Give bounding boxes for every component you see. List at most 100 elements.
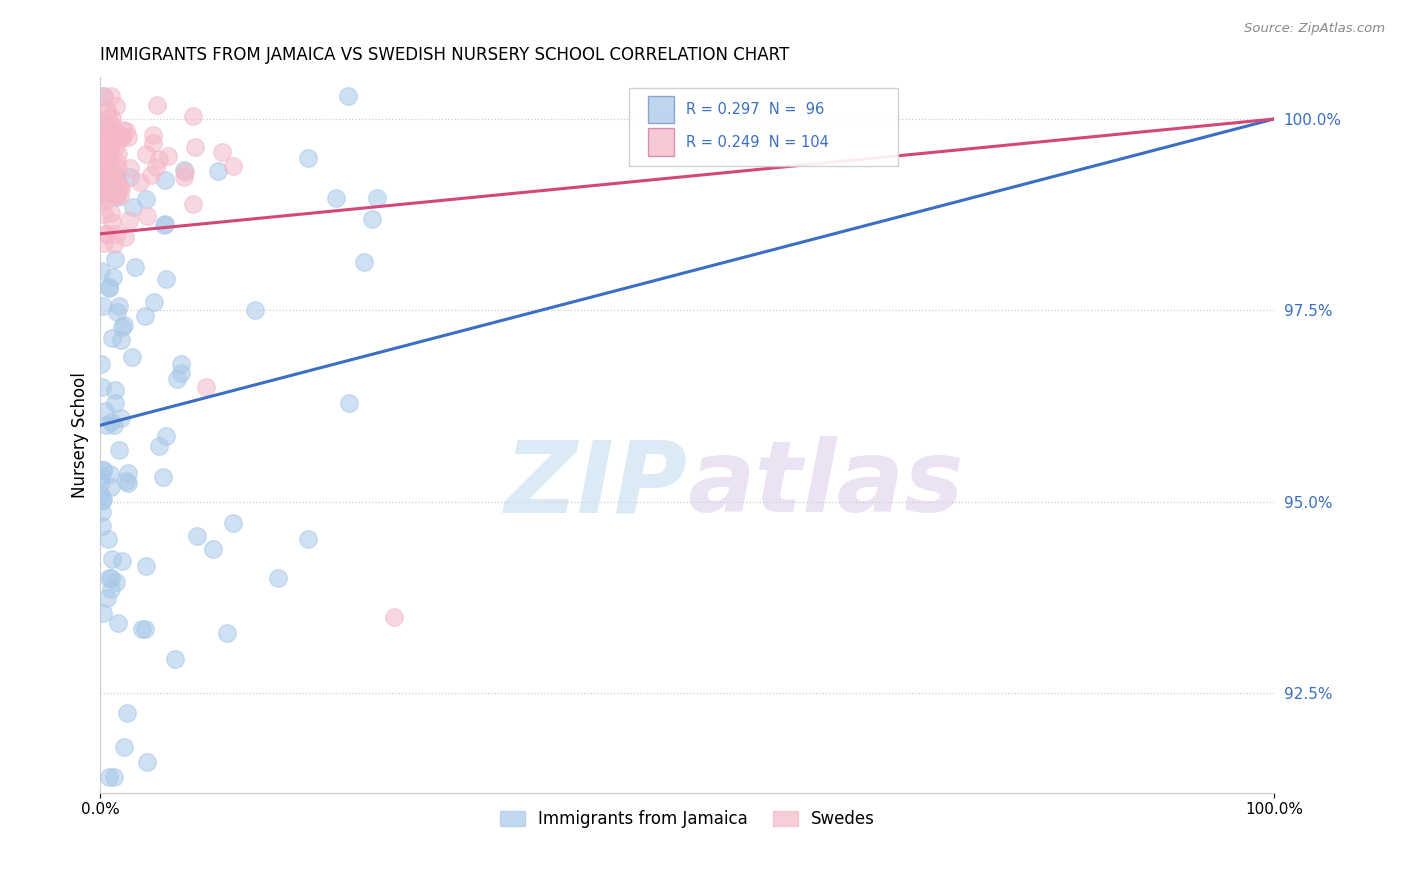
Point xyxy=(96,167,118,181)
Point xyxy=(90,115,112,129)
Point xyxy=(100,118,122,132)
Point xyxy=(90,469,112,483)
Point xyxy=(94,150,117,164)
Point xyxy=(105,189,128,203)
Point xyxy=(142,136,165,150)
Point xyxy=(98,145,121,160)
Point xyxy=(91,494,114,508)
Point xyxy=(90,138,112,153)
Point xyxy=(170,358,193,372)
Point xyxy=(90,264,112,278)
Point xyxy=(267,571,290,585)
Point xyxy=(131,622,153,636)
Point xyxy=(100,331,122,345)
Point xyxy=(93,137,115,152)
Point xyxy=(142,295,165,310)
Point xyxy=(112,122,135,136)
Point xyxy=(118,213,141,227)
Point xyxy=(91,135,114,149)
Point xyxy=(142,128,165,143)
Point xyxy=(103,132,125,146)
Point xyxy=(103,396,125,410)
Point xyxy=(91,89,114,103)
Point xyxy=(103,175,125,189)
Point xyxy=(98,145,121,160)
Point xyxy=(98,279,121,293)
Point xyxy=(155,429,177,443)
Point xyxy=(148,439,170,453)
Point xyxy=(101,112,124,126)
Point xyxy=(108,179,131,194)
Point xyxy=(166,372,188,386)
Point xyxy=(93,186,115,201)
Point xyxy=(173,163,195,178)
Point xyxy=(94,138,117,153)
Point xyxy=(115,706,138,720)
Point xyxy=(101,164,124,178)
Point xyxy=(91,380,114,394)
Point xyxy=(94,180,117,194)
Point xyxy=(186,529,208,543)
Point xyxy=(93,403,115,417)
Point xyxy=(98,141,121,155)
Point xyxy=(90,176,112,190)
Point xyxy=(104,227,127,241)
Point xyxy=(98,121,121,136)
Point xyxy=(90,119,112,133)
Point xyxy=(155,271,177,285)
Point xyxy=(96,591,118,606)
Point xyxy=(91,133,114,147)
Point xyxy=(90,488,112,502)
Point xyxy=(105,174,128,188)
Point xyxy=(124,260,146,274)
Point xyxy=(145,160,167,174)
Point xyxy=(297,532,319,546)
Point xyxy=(181,197,204,211)
Point xyxy=(114,230,136,244)
Text: atlas: atlas xyxy=(688,436,963,533)
Text: R = 0.297  N =  96: R = 0.297 N = 96 xyxy=(686,103,824,118)
Point xyxy=(100,582,122,596)
Point xyxy=(104,252,127,266)
Point xyxy=(94,179,117,194)
Point xyxy=(101,136,124,150)
Point xyxy=(110,128,132,143)
Point xyxy=(110,180,132,194)
Point xyxy=(153,172,176,186)
Point xyxy=(93,189,115,203)
Point xyxy=(105,187,128,202)
Point xyxy=(91,463,114,477)
Point xyxy=(195,380,218,394)
Point xyxy=(382,609,405,624)
Point xyxy=(100,571,122,585)
Bar xyxy=(648,128,675,155)
Point xyxy=(91,158,114,172)
Point xyxy=(115,124,138,138)
Point xyxy=(207,164,229,178)
Point xyxy=(135,146,157,161)
Point xyxy=(104,575,127,590)
Point xyxy=(103,171,125,186)
Point xyxy=(94,142,117,156)
Point xyxy=(107,179,129,194)
Legend: Immigrants from Jamaica, Swedes: Immigrants from Jamaica, Swedes xyxy=(494,803,882,834)
Point xyxy=(337,395,360,409)
Point xyxy=(94,158,117,172)
Point xyxy=(103,270,125,285)
Point xyxy=(96,169,118,184)
Point xyxy=(336,89,359,103)
Point xyxy=(100,177,122,191)
Point xyxy=(110,411,132,425)
Point xyxy=(157,149,180,163)
Point xyxy=(91,491,114,506)
Point xyxy=(134,622,156,636)
Point xyxy=(97,533,120,547)
Point xyxy=(93,89,115,103)
Point xyxy=(105,188,128,202)
Point xyxy=(90,169,112,184)
Point xyxy=(103,187,125,202)
Point xyxy=(93,135,115,149)
Point xyxy=(105,98,128,112)
FancyBboxPatch shape xyxy=(628,87,898,166)
Point xyxy=(107,147,129,161)
